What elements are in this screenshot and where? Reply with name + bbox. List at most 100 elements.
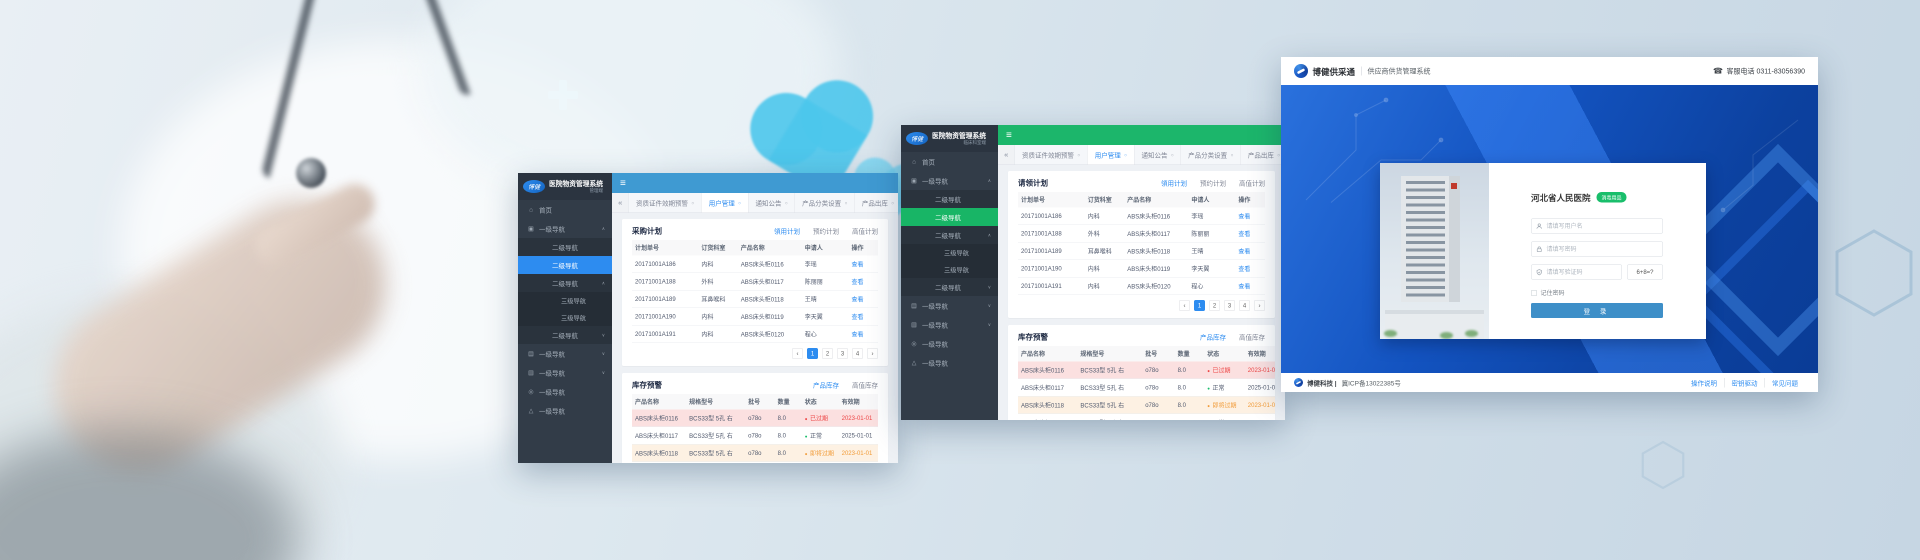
view-link[interactable]: 查看 [1238,212,1251,220]
plan-filter-link[interactable]: 预约计划 [1199,179,1226,187]
workspace-tab[interactable]: 通知公告 ○ [1134,145,1182,165]
sidebar-item[interactable]: ◎ 一级导航 [518,382,612,401]
view-link[interactable]: 查看 [851,295,864,303]
page-button[interactable]: 2 [1209,300,1220,311]
view-link[interactable]: 查看 [1238,230,1251,238]
tab-close-icon[interactable]: ○ [784,200,788,206]
page-button[interactable]: › [867,348,878,359]
page-button[interactable]: 3 [837,348,848,359]
view-link[interactable]: 查看 [1238,247,1251,255]
tab-close-icon[interactable]: ○ [891,200,895,206]
page-button[interactable]: 1 [807,348,818,359]
sidebar-item[interactable]: 二级导航 ∨ [901,278,998,296]
sidebar-item[interactable]: 二级导航 ∨ [518,326,612,344]
sidebar-item[interactable]: △ 一级导航 [901,353,998,372]
footer-icp: 冀ICP备13022385号 [1341,379,1401,387]
page-button[interactable]: 3 [1224,300,1235,311]
workspace-tab[interactable]: 产品出库 ○ [1240,145,1285,165]
sidebar-item[interactable]: 二级导航 [518,238,612,256]
workspace-tab[interactable]: 用户管理 ○ [701,193,749,213]
page-button[interactable]: 1 [1194,300,1205,311]
chevron-icon: ∨ [987,284,991,290]
workspace-tab[interactable]: 产品分类设置 ○ [1181,145,1241,165]
sidebar-item[interactable]: 三级导航 [901,261,998,278]
workspace-tab[interactable]: 资质证件效期预警 ○ [629,193,702,213]
workspace-tab[interactable]: 产品分类设置 ○ [795,193,855,213]
tab-close-icon[interactable]: ○ [1230,152,1234,158]
sidebar-item[interactable]: △ 一级导航 [518,401,612,420]
sidebar-item[interactable]: ▥ 一级导航 ∨ [518,363,612,382]
tab-close-icon[interactable]: ○ [1277,152,1281,158]
circuit-lines-decor [1305,97,1444,203]
footer-link[interactable]: 密钥驱动 [1723,377,1765,388]
page-button[interactable]: 2 [822,348,833,359]
tab-close-icon[interactable]: ○ [738,200,741,206]
password-input[interactable] [1531,242,1663,256]
workspace-tab[interactable]: 通知公告 ○ [748,193,796,213]
remember-checkbox[interactable] [1531,289,1537,296]
footer-link[interactable]: 常见问题 [1764,377,1805,388]
sidebar-item[interactable]: ⌂ 首页 [518,200,612,219]
sidebar-item[interactable]: 二级导航 [901,190,998,208]
page-button[interactable]: ‹ [1179,300,1190,311]
hamburger-menu-icon[interactable]: ≡ [620,177,626,189]
page-button[interactable]: 4 [852,348,863,359]
plan-filter-link[interactable]: 预约计划 [812,227,839,235]
tab-close-icon[interactable]: ○ [1170,152,1174,158]
table-header-row: 计划单号 订货科室 产品名称 申请人 操作 [1018,192,1265,208]
sidebar-item[interactable]: 三级导航 [518,292,612,309]
plan-id-cell: 20171001A188 [635,278,676,285]
page-button[interactable]: 4 [1239,300,1250,311]
sidebar-item[interactable]: 三级导航 [518,309,612,326]
spec-cell: BCS33型 5孔 右 [1077,418,1142,420]
hamburger-menu-icon[interactable]: ≡ [1006,129,1012,141]
plan-filter-link[interactable]: 領用计划 [773,227,800,235]
sidebar-item[interactable]: ◎ 一级导航 [901,334,998,353]
page-button[interactable]: ‹ [792,348,803,359]
stock-filter-link[interactable]: 高值库存 [1238,333,1265,341]
sidebar-item[interactable]: 二级导航 [518,256,612,274]
view-link[interactable]: 查看 [1238,265,1251,273]
sidebar-item[interactable]: 二级导航 ∧ [901,226,998,244]
section-title: 请领计划 [1018,178,1049,188]
stock-filter-link[interactable]: 产品库存 [1199,333,1226,341]
sidebar-item[interactable]: ▤ 一级导航 ∨ [901,296,998,315]
expiry-date-cell: 2023-01-01 [1247,401,1275,409]
plan-filter-link[interactable]: 領用计划 [1160,179,1187,187]
sidebar-item[interactable]: 二级导航 ∧ [518,274,612,292]
sidebar-item[interactable]: ▥ 一级导航 ∨ [901,315,998,334]
captcha-input[interactable] [1531,265,1622,279]
tab-close-icon[interactable]: ○ [1124,152,1127,158]
sidebar-item[interactable]: 二级导航 [901,208,998,226]
stock-filter-link[interactable]: 高值库存 [851,381,878,389]
plan-filter-link[interactable]: 高值计划 [1238,179,1265,187]
sidebar-item[interactable]: ▣ 一级导航 ∧ [901,171,998,190]
workspace-tab[interactable]: 用户管理 ○ [1087,145,1135,165]
batch-cell: o78o [1145,366,1159,374]
tab-close-icon[interactable]: ○ [1077,152,1081,158]
username-input[interactable] [1531,219,1663,233]
collapse-tabs-icon[interactable]: « [612,193,629,213]
view-link[interactable]: 查看 [851,330,864,338]
sidebar-item[interactable]: ▤ 一级导航 ∨ [518,344,612,363]
captcha-question[interactable]: 6+8=? [1627,264,1663,280]
sidebar-item[interactable]: ▣ 一级导航 ∧ [518,219,612,238]
page-button[interactable]: › [1254,300,1265,311]
view-link[interactable]: 查看 [851,260,864,268]
sidebar-item-label: 一级导航 [922,177,949,185]
view-link[interactable]: 查看 [1238,282,1251,290]
sidebar-item[interactable]: 三级导航 [901,244,998,261]
tab-close-icon[interactable]: ○ [691,200,695,206]
workspace-tab[interactable]: 产品出库 ○ [854,193,898,213]
plan-filter-link[interactable]: 高值计划 [851,227,878,235]
view-link[interactable]: 查看 [851,313,864,321]
sidebar-item[interactable]: ⌂ 首页 [901,152,998,171]
collapse-tabs-icon[interactable]: « [998,145,1015,165]
view-link[interactable]: 查看 [851,278,864,286]
workspace-tab[interactable]: 资质证件效期预警 ○ [1015,145,1088,165]
login-button[interactable]: 登 录 [1531,303,1663,318]
stock-filter-link[interactable]: 产品库存 [812,381,839,389]
footer-link[interactable]: 操作说明 [1690,379,1717,387]
table-header-row: 产品名称 规格型号 批号 数量 状态 有效期 [632,394,878,410]
tab-close-icon[interactable]: ○ [844,200,848,206]
